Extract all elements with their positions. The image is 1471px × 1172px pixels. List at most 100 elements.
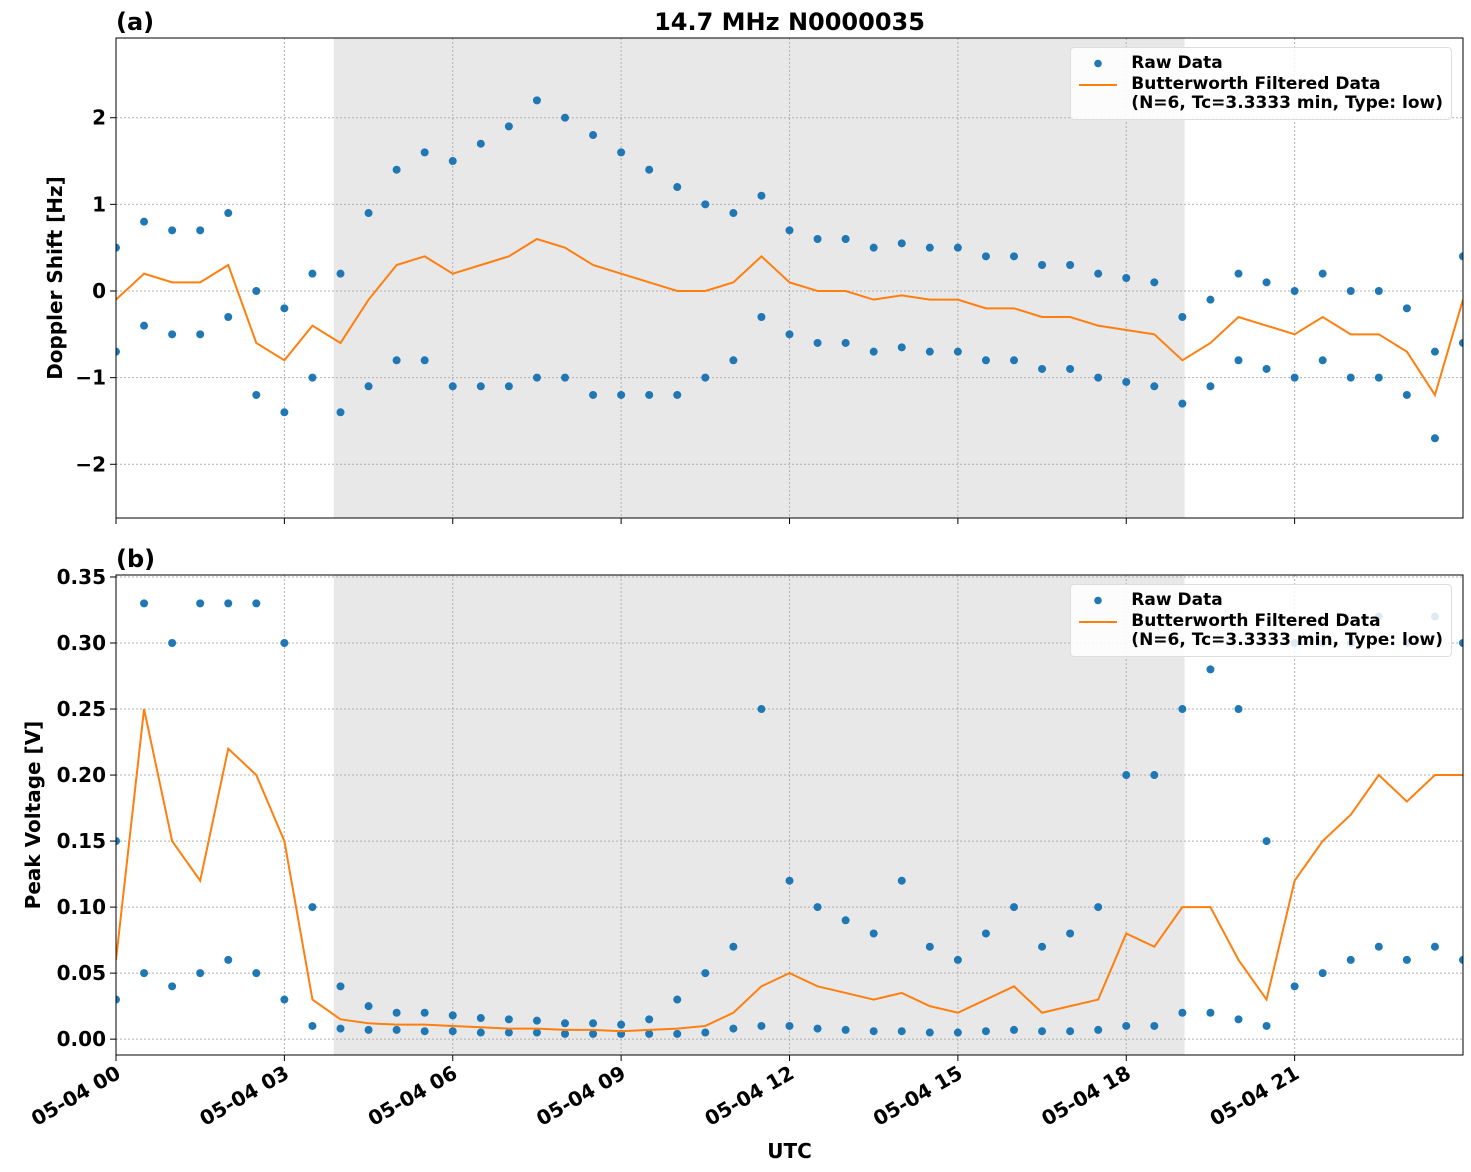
x-axis-label: UTC [767,1139,812,1163]
axes-frame [115,37,1464,519]
raw-point [1178,312,1187,321]
raw-point [336,982,345,991]
raw-point [1038,364,1047,373]
raw-point [981,252,990,261]
raw-point [589,131,598,140]
raw-point [1318,269,1327,278]
raw-point [785,226,794,235]
raw-point [1459,252,1463,261]
raw-point [813,235,822,244]
raw-point [1318,356,1327,365]
shaded-span [333,575,1185,1055]
y-tick-label: 0.35 [57,565,106,589]
raw-point [1178,1008,1187,1017]
raw-point [673,995,682,1004]
raw-point [448,157,457,166]
raw-point [561,113,569,122]
raw-point [757,312,766,321]
raw-point [561,373,569,382]
x-tick-label: 05-04 12 [700,1061,798,1131]
raw-point [252,390,261,399]
raw-point [757,191,766,200]
x-tick-label: 05-04 06 [364,1061,462,1131]
raw-point [392,1025,401,1034]
raw-point [364,1002,373,1011]
raw-point [1262,278,1271,287]
raw-point [1206,1008,1215,1017]
raw-point [504,1015,513,1024]
raw-point [729,942,738,951]
raw-point [308,373,317,382]
raw-point [476,1028,485,1037]
raw-point [196,599,205,608]
raw-point [617,1020,626,1029]
raw-point [897,1027,906,1036]
raw-point [729,356,738,365]
raw-point [645,165,654,174]
raw-point [140,969,149,978]
raw-point [196,226,205,235]
raw-point [645,1015,654,1024]
y-tick-label: 0.30 [57,631,106,655]
raw-point [1010,252,1018,261]
raw-point [1010,356,1018,365]
raw-point [364,382,373,391]
y-tick-label: 0.25 [57,697,106,721]
raw-point [1262,1021,1271,1030]
raw-point [1066,364,1075,373]
raw-point [224,955,233,964]
raw-point [981,356,990,365]
raw-point [364,1025,373,1034]
raw-point [116,995,120,1004]
raw-point [1402,955,1411,964]
raw-point [673,183,682,192]
raw-point [1346,955,1355,964]
raw-point [196,330,205,339]
raw-point [1010,1025,1018,1034]
raw-point [1094,269,1103,278]
raw-point [701,1028,710,1037]
raw-point [476,139,485,148]
raw-point [1430,347,1439,356]
raw-point [673,390,682,399]
raw-point [168,982,177,991]
raw-point [308,903,317,912]
raw-point [813,1024,822,1033]
raw-point [841,1025,850,1034]
raw-point [1206,382,1215,391]
raw-point [224,599,233,608]
raw-point [1346,286,1355,295]
raw-point [645,1029,654,1038]
raw-point [589,390,598,399]
raw-point [1459,639,1463,648]
raw-point [757,1021,766,1030]
raw-point [701,373,710,382]
raw-point [1178,705,1187,714]
raw-point [869,929,878,938]
raw-point [785,1021,794,1030]
raw-point [1430,434,1439,443]
raw-point [1290,373,1299,382]
raw-point [953,1028,962,1037]
y-tick-label: 0.10 [57,895,106,919]
raw-point [504,122,513,131]
y-tick-label: 2 [92,106,106,130]
raw-point [1066,929,1075,938]
raw-point [953,347,962,356]
raw-point [1234,1015,1243,1024]
raw-point [532,96,541,105]
raw-point [897,239,906,248]
legend-label: Raw Data [1131,53,1223,73]
raw-point [532,373,541,382]
raw-point [1150,771,1159,780]
x-tick-label: 05-04 09 [532,1061,630,1131]
raw-point [617,390,626,399]
raw-point [1374,942,1383,951]
raw-point [140,321,149,330]
raw-point [925,243,934,252]
raw-point [1318,969,1327,978]
raw-point [813,338,822,347]
raw-point [252,969,261,978]
raw-point [1290,286,1299,295]
